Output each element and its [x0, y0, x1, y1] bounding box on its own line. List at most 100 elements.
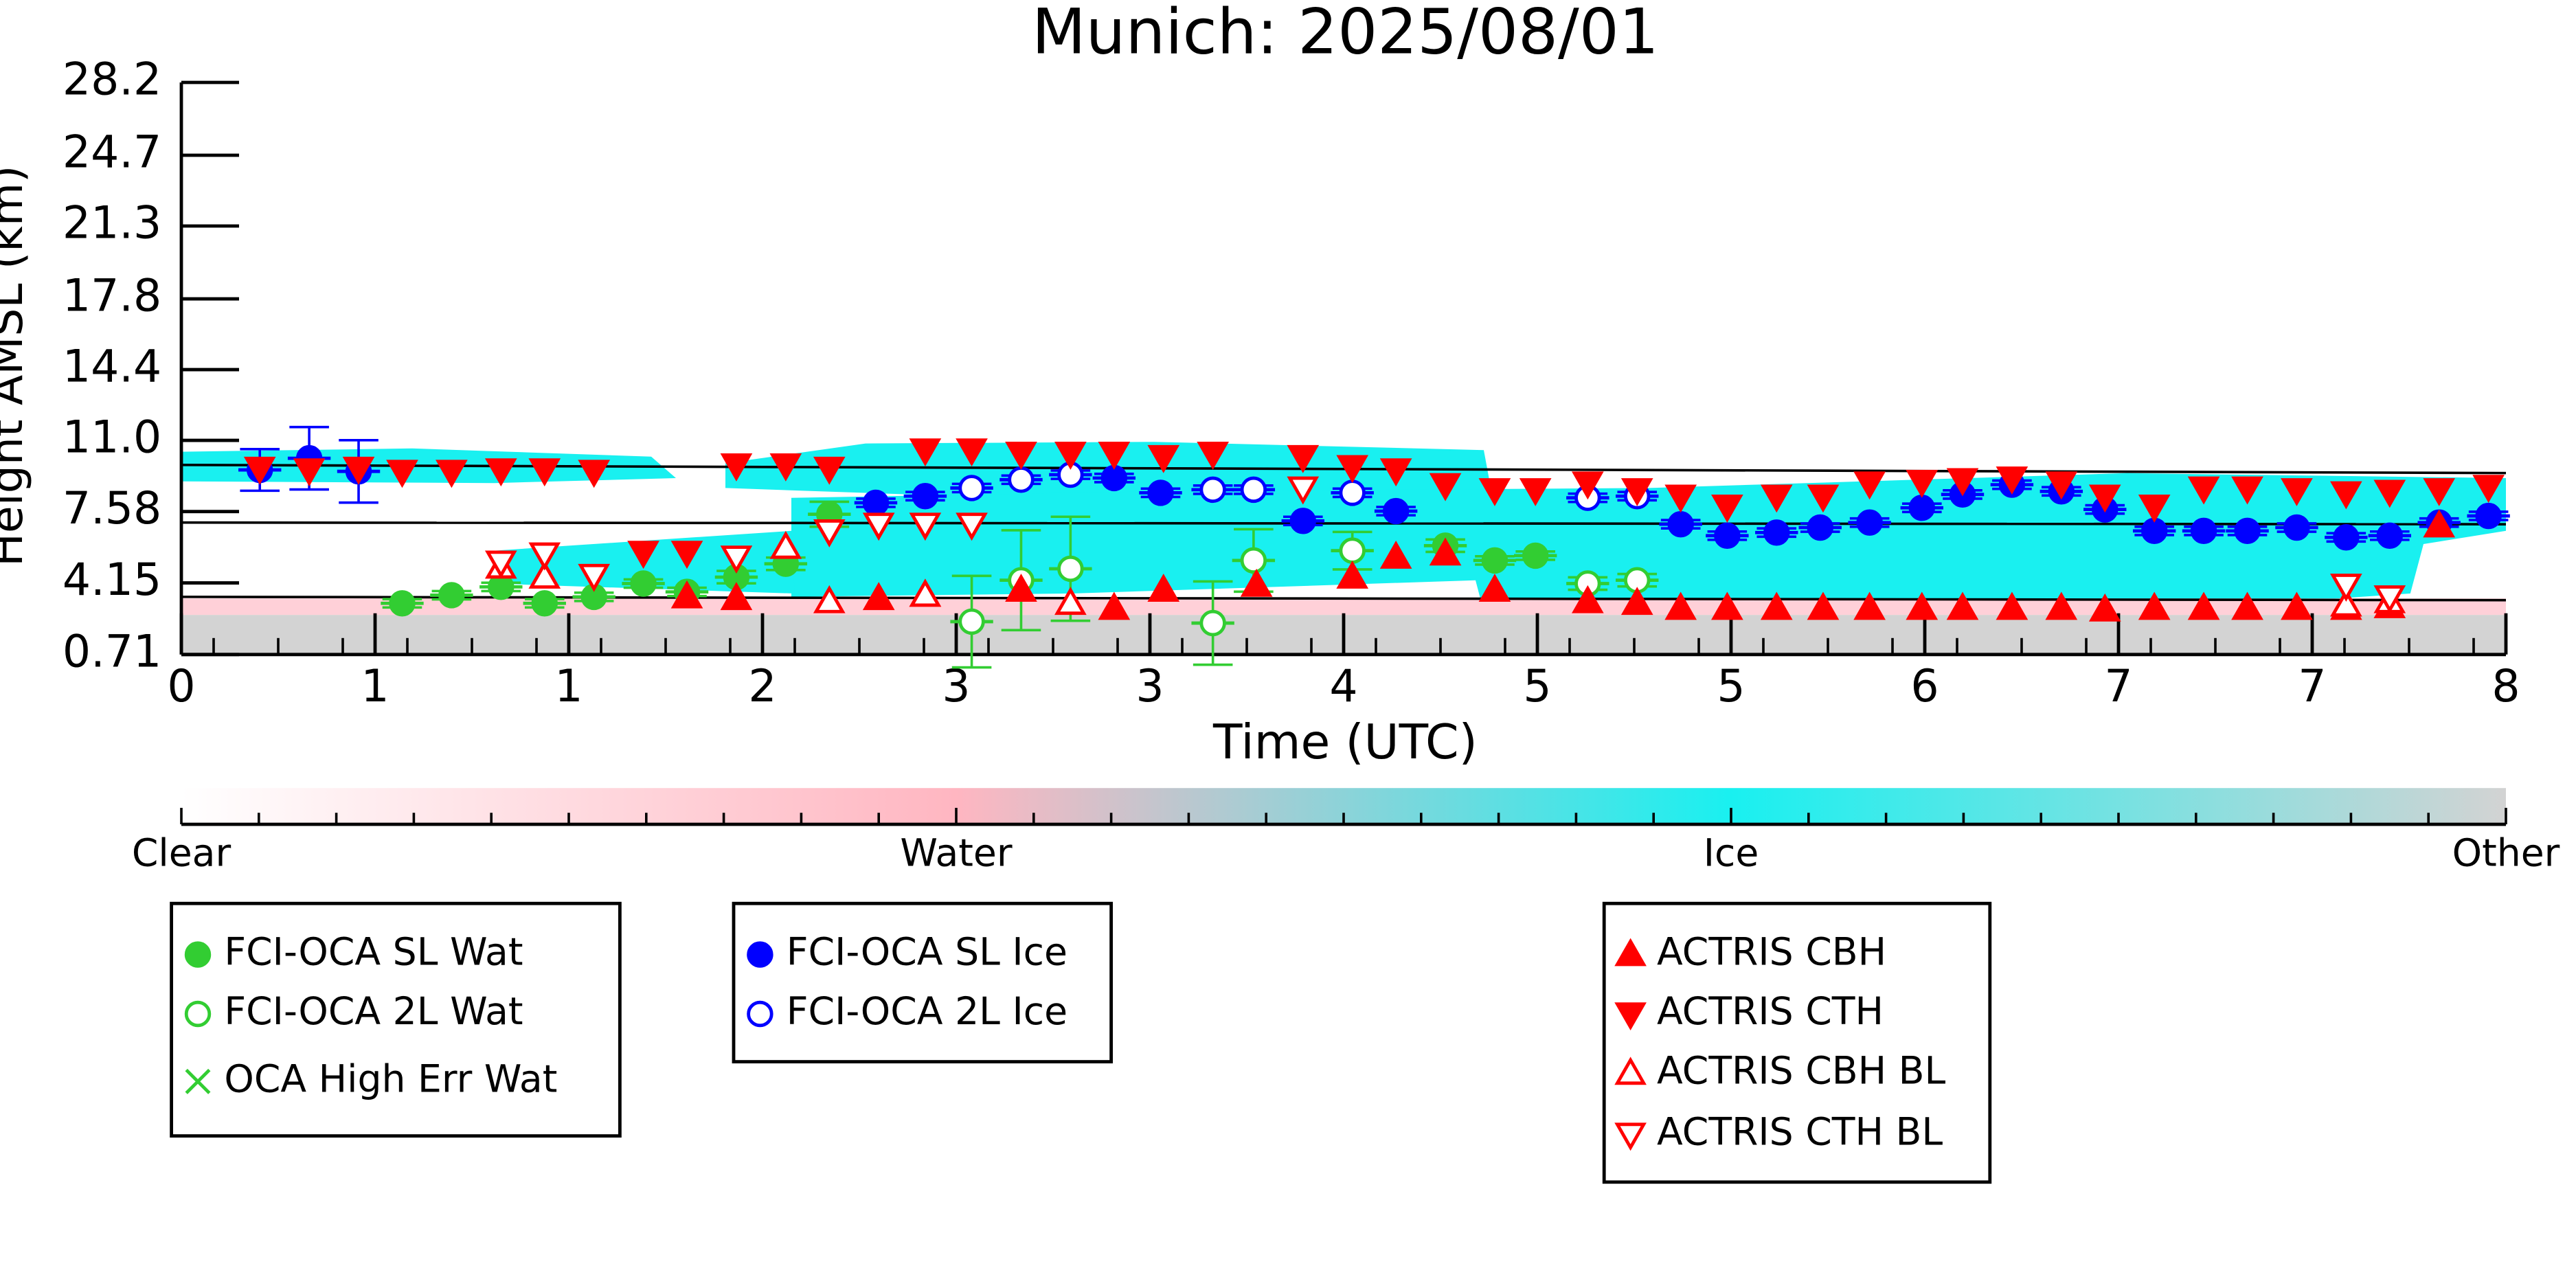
- point: [1429, 537, 1462, 566]
- point: [342, 456, 375, 485]
- point: [1100, 464, 1128, 492]
- point: [1336, 561, 1369, 589]
- point: [813, 456, 846, 485]
- colorbar-label: Other: [2452, 832, 2560, 876]
- y-tick-label: 7.58: [63, 483, 161, 534]
- point: [1098, 442, 1131, 470]
- y-tick-label: 21.3: [63, 198, 161, 249]
- point: [1379, 540, 1412, 569]
- point: [528, 561, 561, 589]
- point: [2140, 517, 2168, 545]
- point: [1240, 476, 1267, 504]
- point: [1760, 484, 1793, 513]
- x-tick-label: 3: [942, 661, 970, 712]
- legend-marker: [1614, 1057, 1647, 1085]
- x-tick-label: 1: [361, 661, 389, 712]
- point: [1807, 484, 1840, 513]
- y-tick-label: 11.0: [63, 412, 161, 464]
- point: [2187, 476, 2220, 505]
- colorbar-label: Water: [900, 832, 1012, 876]
- legend-label: FCI-OCA 2L Ice: [787, 990, 1067, 1034]
- legend-marker: [1614, 1122, 1647, 1151]
- point: [1711, 495, 1743, 523]
- reference-line: [181, 521, 2507, 526]
- legend: ACTRIS CBH ACTRIS CTH ACTRIS CBH BL ACTRIS …: [1602, 901, 1992, 1184]
- point: [862, 489, 890, 517]
- point: [1197, 442, 1229, 470]
- point: [1054, 442, 1087, 470]
- point: [1287, 444, 1320, 473]
- y-tick-label: 14.4: [63, 341, 161, 393]
- point: [1807, 514, 1833, 541]
- y-tick-label: 28.2: [63, 54, 161, 106]
- point: [2231, 476, 2263, 505]
- point: [531, 590, 558, 617]
- legend-label: ACTRIS CBH BL: [1657, 1050, 1946, 1094]
- point: [2138, 591, 2171, 620]
- point: [909, 512, 942, 541]
- point: [1664, 591, 1697, 620]
- point: [1908, 495, 1935, 521]
- point: [627, 541, 659, 569]
- x-tick-label: 3: [1136, 661, 1164, 712]
- chart-title: Munich: 2025/08/01: [1032, 0, 1659, 69]
- point: [1289, 508, 1316, 534]
- x-tick-label: 5: [1523, 661, 1551, 712]
- point: [2475, 502, 2502, 530]
- legend-label: ACTRIS CTH BL: [1657, 1110, 1943, 1154]
- point: [2088, 593, 2121, 622]
- point: [2088, 484, 2121, 513]
- point: [1853, 471, 1886, 500]
- point: [909, 578, 942, 607]
- point: [2231, 591, 2263, 620]
- point: [1906, 591, 1939, 620]
- point: [1379, 458, 1412, 487]
- reference-line: [181, 596, 2507, 602]
- point: [720, 545, 753, 574]
- point: [436, 460, 468, 488]
- point: [1763, 519, 1790, 546]
- legend-label: ACTRIS CTH: [1657, 990, 1884, 1034]
- legend-label: ACTRIS CBH: [1657, 931, 1886, 975]
- point: [2330, 481, 2362, 510]
- point: [293, 458, 326, 487]
- point: [1714, 522, 1741, 550]
- point: [386, 460, 418, 488]
- point: [813, 585, 846, 613]
- legend-marker: [747, 941, 773, 968]
- point: [1522, 542, 1549, 569]
- point: [813, 519, 846, 547]
- point: [1478, 478, 1511, 506]
- point: [912, 483, 939, 510]
- point: [389, 590, 416, 617]
- point: [438, 582, 465, 609]
- legend-marker: [747, 1000, 773, 1028]
- legend-marker: [185, 1068, 211, 1094]
- point: [1711, 591, 1743, 620]
- legend-marker: [1614, 1002, 1647, 1031]
- point: [1478, 574, 1511, 602]
- point: [2373, 479, 2406, 508]
- water-region: [181, 598, 2506, 615]
- point: [1571, 585, 1604, 613]
- legend-marker: [1614, 938, 1647, 967]
- point: [769, 530, 802, 559]
- x-tick-label: 7: [2104, 661, 2132, 712]
- point: [2045, 471, 2078, 500]
- point: [2190, 517, 2217, 545]
- legend-marker: [184, 1000, 212, 1028]
- point: [2234, 517, 2261, 545]
- series: [950, 515, 1659, 669]
- point: [484, 550, 517, 579]
- series: [243, 438, 2505, 569]
- point: [528, 458, 561, 487]
- point: [1147, 574, 1180, 602]
- legend: FCI-OCA SL Ice FCI-OCA 2L Ice: [732, 901, 1113, 1063]
- point: [1336, 455, 1369, 484]
- colorbar-label: Ice: [1704, 832, 1759, 876]
- ice-region: [791, 473, 2506, 612]
- point: [1620, 587, 1653, 615]
- y-tick-label: 17.8: [63, 271, 161, 322]
